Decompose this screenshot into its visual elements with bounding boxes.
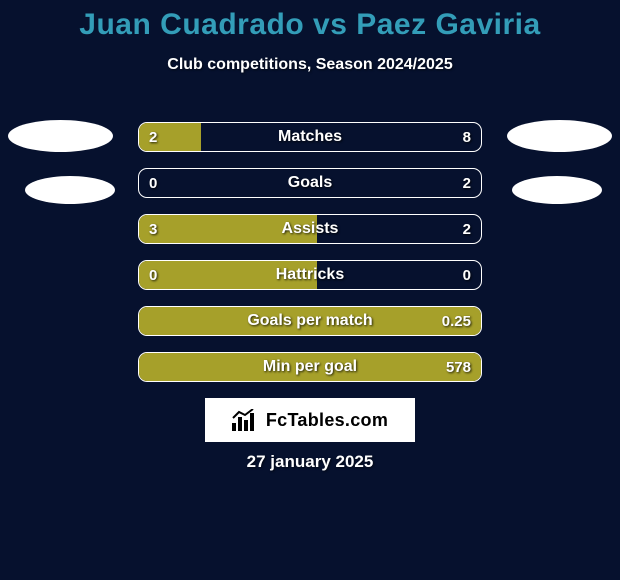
player-a-name: Juan Cuadrado: [79, 8, 304, 41]
comparison-infographic: Juan Cuadrado vs Paez Gaviria Club compe…: [0, 0, 620, 580]
comparison-bars: 2Matches80Goals23Assists20Hattricks0Goal…: [138, 122, 482, 398]
stat-value-b: 0: [463, 261, 471, 289]
decor-ellipse-left-2: [25, 176, 115, 204]
decor-ellipse-right-2: [512, 176, 602, 204]
page-title: Juan Cuadrado vs Paez Gaviria: [0, 0, 620, 42]
player-b-name: Paez Gaviria: [356, 8, 540, 41]
stat-label: Hattricks: [139, 261, 481, 289]
stat-value-b: 2: [463, 169, 471, 197]
date-label: 27 january 2025: [0, 452, 620, 472]
chart-icon: [232, 409, 258, 431]
decor-ellipse-right-1: [507, 120, 612, 152]
stat-value-b: 578: [446, 353, 471, 381]
stat-bar: Goals per match0.25: [138, 306, 482, 336]
subtitle: Club competitions, Season 2024/2025: [0, 56, 620, 74]
stat-label: Goals: [139, 169, 481, 197]
branding-badge: FcTables.com: [205, 398, 415, 442]
stat-bar: 0Hattricks0: [138, 260, 482, 290]
branding-text: FcTables.com: [266, 410, 388, 431]
stat-value-b: 2: [463, 215, 471, 243]
stat-label: Min per goal: [139, 353, 481, 381]
stat-label: Goals per match: [139, 307, 481, 335]
stat-label: Assists: [139, 215, 481, 243]
stat-value-b: 8: [463, 123, 471, 151]
stat-value-b: 0.25: [442, 307, 471, 335]
decor-ellipse-left-1: [8, 120, 113, 152]
title-vs: vs: [313, 8, 347, 41]
stat-bar: 3Assists2: [138, 214, 482, 244]
stat-bar: 2Matches8: [138, 122, 482, 152]
stat-bar: 0Goals2: [138, 168, 482, 198]
stat-bar: Min per goal578: [138, 352, 482, 382]
stat-label: Matches: [139, 123, 481, 151]
